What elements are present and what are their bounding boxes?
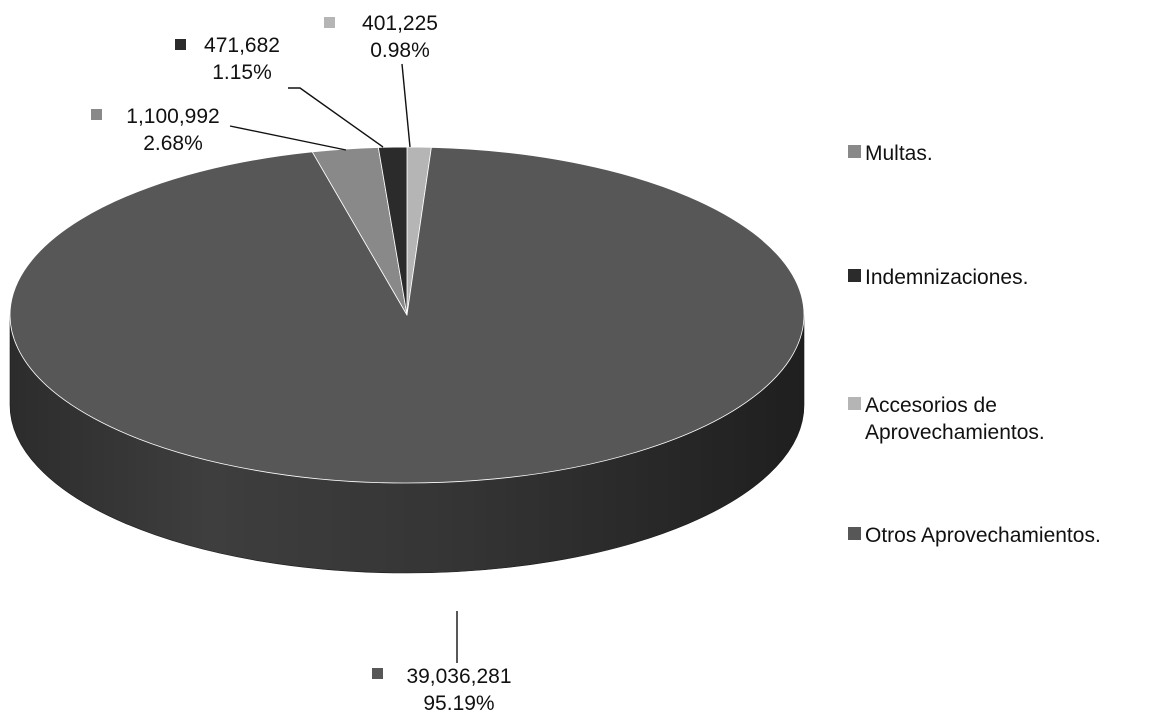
- data-label-marker-otros-aprovechamientos: [372, 668, 383, 679]
- legend-item-otros-aprovechamientos: Otros Aprovechamientos.: [848, 524, 1101, 547]
- leader-line-indemnizaciones: [288, 87, 384, 148]
- data-labels: 401,225 0.98% 39,036,281 95.19% 1,100,992 2.6…: [91, 12, 512, 715]
- data-label-value-otros-aprovechamientos: 39,036,281: [406, 665, 511, 688]
- data-label-marker-accesorios-de-aprovechamientos: [324, 17, 335, 28]
- pie-slice-indemnizaciones: [377, 146, 408, 316]
- legend-label-indemnizaciones: Indemnizaciones.: [865, 266, 1028, 289]
- legend-swatch-accesorios-de-aprovechamientos: [848, 397, 861, 410]
- leader-lines: [229, 63, 458, 663]
- legend-label-multas: Multas.: [865, 142, 933, 165]
- legend-label-otros-aprovechamientos: Otros Aprovechamientos.: [865, 524, 1101, 547]
- pie-plot-area: [9, 146, 805, 574]
- legend-label-accesorios-de-aprovechamientos: Accesorios de: [865, 394, 997, 417]
- leader-line-accesorios-de-aprovechamientos: [401, 63, 411, 148]
- leader-line-multas: [229, 125, 347, 151]
- data-label-percent-indemnizaciones: 1.15%: [212, 61, 272, 84]
- legend-swatch-indemnizaciones: [848, 269, 861, 282]
- legend-item-accesorios-de-aprovechamientos: Accesorios de Aprovechamientos.: [848, 394, 1045, 444]
- legend-item-indemnizaciones: Indemnizaciones.: [848, 266, 1028, 289]
- data-label-percent-multas: 2.68%: [143, 132, 203, 155]
- data-label-value-multas: 1,100,992: [126, 105, 219, 128]
- legend-item-multas: Multas.: [848, 142, 933, 165]
- data-label-marker-indemnizaciones: [175, 39, 186, 50]
- data-label-value-indemnizaciones: 471,682: [204, 34, 280, 57]
- data-label-percent-accesorios-de-aprovechamientos: 0.98%: [370, 39, 430, 62]
- legend-swatch-otros-aprovechamientos: [848, 527, 861, 540]
- data-label-marker-multas: [91, 109, 102, 120]
- data-label-percent-otros-aprovechamientos: 95.19%: [423, 692, 494, 715]
- data-label-value-accesorios-de-aprovechamientos: 401,225: [362, 12, 438, 35]
- legend: Multas. Indemnizaciones. Accesorios de Apro…: [848, 142, 1101, 547]
- legend-swatch-multas: [848, 145, 861, 158]
- legend-label-accesorios-de-aprovechamientos-line2: Aprovechamientos.: [865, 421, 1045, 444]
